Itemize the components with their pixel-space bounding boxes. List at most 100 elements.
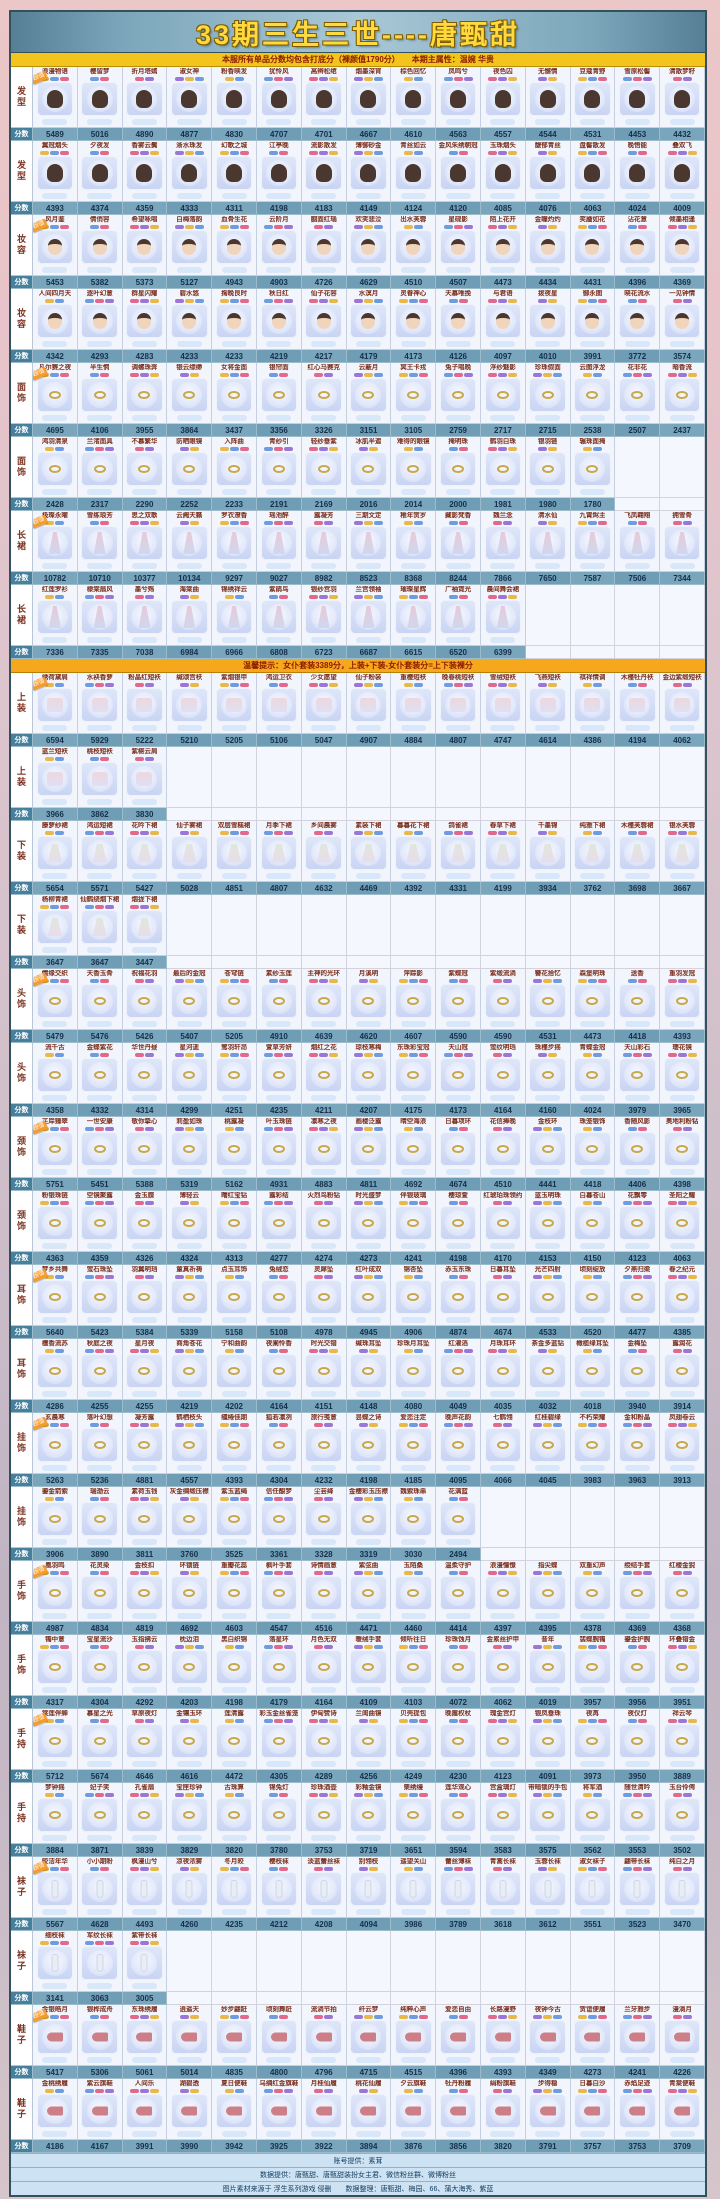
item-name: 蓝玉明珠 — [534, 1192, 561, 1199]
item-cell: 红琥珀珠领约 — [480, 1191, 526, 1252]
item-cell: 华世丹昼 — [122, 1043, 168, 1104]
score-cell: 4332 — [77, 1104, 123, 1117]
item-source-tag — [87, 1983, 113, 1989]
item-source-tag — [42, 1835, 68, 1841]
item-name: 青棠便鞋 — [669, 2080, 696, 2087]
item-name: 金桃绣履 — [41, 2080, 68, 2087]
手饰-icon — [228, 1663, 241, 1671]
price-badges — [85, 447, 115, 451]
item-name: 淑女袜子 — [579, 1858, 606, 1865]
item-source-tag — [221, 267, 247, 273]
长裙-icon — [138, 606, 151, 628]
score-row-label: 分数 — [11, 1252, 33, 1265]
item-thumbnail — [529, 1428, 567, 1462]
item-source-tag — [579, 489, 606, 495]
price-badges — [129, 831, 159, 835]
长裙-icon — [496, 606, 509, 628]
item-thumbnail — [36, 688, 74, 722]
price-badges — [264, 1201, 294, 1205]
item-source-tag — [490, 489, 516, 495]
score-cell: 3709 — [660, 2140, 705, 2153]
price-badges — [219, 299, 249, 303]
score-cell: 3772 — [615, 350, 661, 363]
price-badges — [264, 1497, 294, 1501]
item-source-tag — [87, 1761, 113, 1767]
item-thumbnail — [663, 230, 701, 264]
item-thumbnail — [529, 1058, 567, 1092]
item-thumbnail — [529, 1576, 567, 1610]
price-badges — [219, 1497, 249, 1501]
item-thumbnail — [305, 1576, 343, 1610]
item-name: 玉蓉长袜 — [534, 1858, 561, 1865]
price-badges — [672, 299, 692, 303]
item-name: 掩明珠 — [448, 438, 468, 445]
妆容-icon — [137, 239, 152, 255]
price-badges — [40, 1941, 70, 1945]
item-source-tag — [535, 1243, 561, 1249]
score-cell: 4342 — [33, 350, 78, 363]
item-name: 鹭羽轩昂 — [221, 1044, 248, 1051]
item-name: 风月鉴 — [45, 216, 65, 223]
item-source-tag — [535, 489, 561, 495]
price-badges — [179, 2015, 199, 2019]
item-thumbnail — [394, 1354, 432, 1388]
score-cell: 4369 — [660, 276, 705, 289]
item-thumbnail — [260, 836, 298, 870]
item-source-tag — [311, 119, 337, 125]
price-badges — [448, 299, 468, 303]
price-badges — [577, 1645, 607, 1649]
score-row: 分数 5453 5382 5373 5127 4943 4903 4726 4629 4510 45… — [11, 276, 705, 289]
item-thumbnail — [663, 1872, 701, 1906]
item-thumbnail — [484, 1872, 522, 1906]
item-name: 瑞渤云 — [89, 1488, 110, 1495]
empty-score-cell — [570, 808, 616, 821]
item-source-tag — [42, 1391, 68, 1397]
item-name: 锦绣祥云 — [221, 586, 248, 593]
鞋子-icon — [674, 2106, 691, 2116]
price-badges — [627, 1719, 647, 1723]
item-thumbnail — [81, 1650, 119, 1684]
item-thumbnail — [81, 156, 119, 190]
item-thumbnail — [36, 1280, 74, 1314]
price-badges — [40, 1201, 70, 1205]
item-thumbnail — [260, 526, 298, 560]
item-cell: 夜钟今古 — [525, 2005, 571, 2066]
item-source-tag — [400, 1317, 426, 1323]
price-badges — [622, 373, 652, 377]
item-source-tag — [355, 1835, 382, 1841]
item-source-tag — [490, 2057, 516, 2063]
item-thumbnail — [81, 600, 119, 634]
price-badges — [538, 831, 558, 835]
item-cell: 遥望关山 — [391, 1857, 437, 1918]
item-thumbnail — [126, 688, 163, 722]
颈饰-icon — [138, 1145, 151, 1153]
item-thumbnail — [170, 1872, 208, 1906]
item-thumbnail — [439, 1724, 477, 1758]
item-cell: 凤翅卷云 — [660, 1413, 705, 1474]
面饰-icon — [586, 391, 599, 399]
item-name: 春之纪元 — [669, 1266, 696, 1273]
price-badges — [622, 1867, 652, 1871]
妆容-icon — [675, 239, 690, 255]
item-thumbnail — [260, 1058, 298, 1092]
score-cell: 3562 — [570, 1844, 616, 1857]
item-cell: 冥王卡戎 — [391, 363, 437, 424]
item-thumbnail — [350, 1502, 387, 1536]
empty-score-cell — [525, 1548, 571, 1561]
item-source-tag — [355, 1613, 382, 1619]
item-source-tag — [490, 1095, 516, 1101]
item-source-tag — [311, 267, 337, 273]
上装-icon — [226, 698, 243, 712]
长裙-icon — [48, 606, 61, 628]
item-source-tag — [42, 725, 68, 731]
item-row: 颈饰 粉银珠链 空镜聚露 金玉牒 薄轻云 曙红宝钻 露彩结 火烈鸟粉钻 时光盛梦 伴银玻璃 樱琼萱红… — [11, 1191, 705, 1252]
item-cell: 清散梦籽 — [660, 67, 705, 128]
item-source-tag — [221, 1539, 247, 1545]
item-source-tag — [131, 2131, 158, 2137]
empty-score-cell — [436, 808, 481, 821]
score-cell: 3553 — [615, 1844, 661, 1857]
item-cell: 步得稳 — [525, 2079, 571, 2140]
score-cell: 7335 — [77, 646, 123, 659]
item-cell: 流千古 — [33, 1043, 78, 1104]
耳饰-icon — [228, 1293, 241, 1301]
